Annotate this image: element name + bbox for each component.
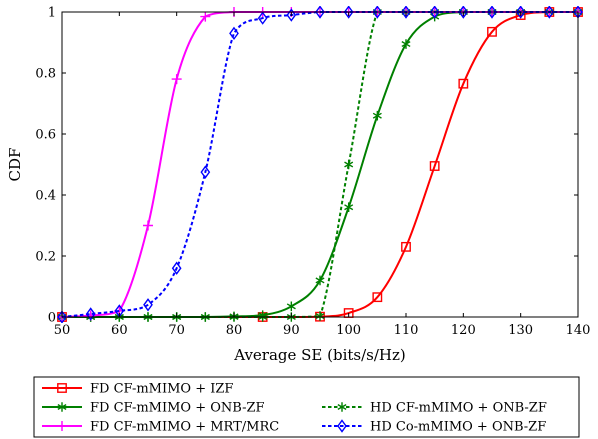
- series-point: [343, 6, 354, 19]
- x-tick-label: 50: [54, 323, 71, 338]
- series-point: [401, 39, 411, 49]
- x-axis-label: Average SE (bits/s/Hz): [233, 346, 406, 364]
- series-0: [57, 7, 583, 322]
- series-point: [429, 161, 440, 171]
- y-axis-label: CDF: [6, 148, 24, 182]
- x-tick-label: 110: [394, 323, 419, 338]
- series-point: [487, 6, 497, 19]
- series-line: [61, 10, 578, 318]
- series-point: [229, 26, 239, 41]
- series-4: [57, 6, 583, 323]
- series-point: [458, 78, 469, 89]
- legend-label: FD CF-mMIMO + ONB-ZF: [90, 401, 265, 416]
- x-tick-label: 90: [283, 323, 300, 338]
- legend-label: FD CF-mMIMO + MRT/MRC: [90, 420, 279, 435]
- series-2: [57, 7, 583, 322]
- legend-swatch-marker: [337, 402, 347, 412]
- series-layer: [57, 6, 583, 323]
- legend-swatch-marker: [57, 421, 67, 431]
- series-point: [515, 6, 526, 19]
- x-tick-label: 140: [566, 323, 591, 338]
- series-point: [315, 311, 325, 321]
- series-point: [429, 6, 440, 19]
- x-tick-label: 60: [111, 323, 128, 338]
- series-point: [200, 11, 211, 22]
- x-tick-label: 120: [451, 323, 476, 338]
- plot-frame: [61, 11, 579, 318]
- series-point: [401, 6, 411, 19]
- series-3: [57, 7, 583, 322]
- y-tick-label: 0.4: [35, 189, 56, 204]
- series-point: [372, 110, 382, 121]
- legend-box: [33, 376, 580, 438]
- series-point: [487, 26, 497, 37]
- series-point: [372, 292, 383, 303]
- series-point: [171, 74, 182, 85]
- y-tick-label: 0.6: [35, 128, 56, 143]
- x-tick-label: 70: [168, 323, 185, 338]
- series-point: [171, 261, 182, 275]
- legend-swatch-marker: [57, 402, 67, 412]
- x-tick-label: 130: [508, 323, 533, 338]
- series-line: [62, 10, 578, 318]
- series-point: [85, 307, 96, 321]
- series-point: [401, 241, 411, 252]
- y-tick-label: 0: [48, 311, 56, 326]
- series-point: [344, 159, 354, 170]
- series-point: [143, 298, 153, 312]
- series-line: [62, 10, 578, 318]
- y-tick-label: 0.2: [35, 250, 56, 265]
- legend-label: HD Co-mMIMO + ONB-ZF: [370, 420, 546, 435]
- y-tick-label: 0.8: [35, 67, 56, 82]
- series-point: [372, 6, 383, 19]
- series-1: [57, 7, 583, 322]
- series-point: [143, 220, 153, 231]
- series-point: [544, 6, 555, 19]
- legend-label: HD CF-mMIMO + ONB-ZF: [370, 401, 547, 416]
- series-line: [62, 10, 578, 319]
- ticks-layer: 50 60 70 80 90 100 110 120 130 140 0 0.2 0.4 0.6 0.8 1: [35, 6, 590, 339]
- x-tick-label: 80: [226, 323, 243, 338]
- series-point: [315, 6, 325, 19]
- legend-swatch-marker: [57, 383, 67, 393]
- series-point: [315, 275, 325, 286]
- series-point: [344, 202, 354, 212]
- series-point: [286, 301, 296, 312]
- legend-label: FD CF-mMIMO + IZF: [90, 382, 233, 397]
- y-tick-label: 1: [48, 6, 56, 21]
- series-point: [458, 6, 469, 19]
- legend: FD CF-mMIMO + IZF FD CF-mMIMO + ONB-ZF HD …: [33, 376, 580, 438]
- legend-swatch-marker: [337, 419, 347, 433]
- series-point: [57, 310, 67, 323]
- series-point: [286, 8, 297, 22]
- series-point: [200, 165, 211, 179]
- series-point: [257, 11, 268, 25]
- x-tick-label: 100: [336, 323, 361, 338]
- series-line: [61, 10, 578, 318]
